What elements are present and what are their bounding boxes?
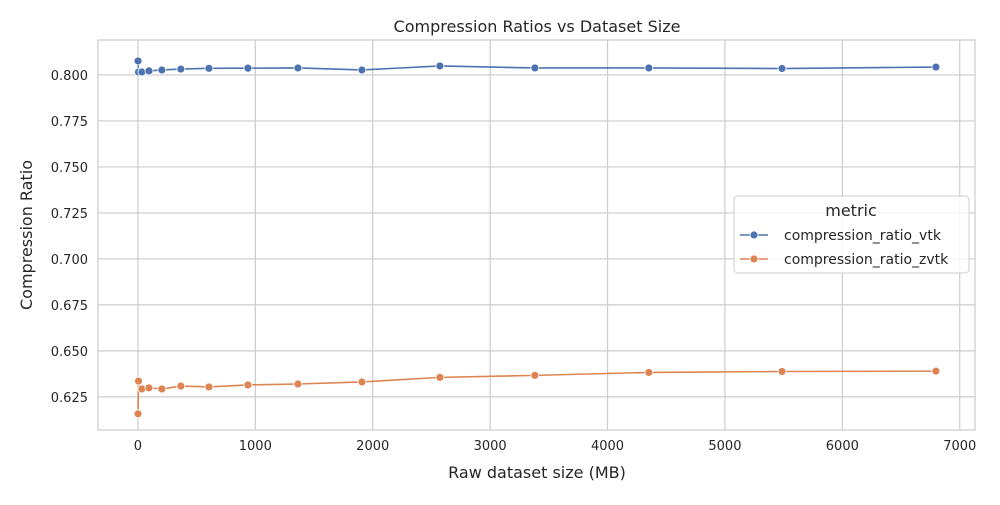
data-point (931, 366, 941, 376)
data-point (176, 381, 186, 391)
legend-title: metric (825, 201, 877, 220)
data-point (777, 64, 787, 73)
data-point (204, 382, 214, 392)
data-point (357, 377, 367, 387)
data-point (777, 367, 787, 376)
data-point (144, 383, 154, 393)
x-tick-label: 0 (134, 439, 142, 454)
y-axis-label: Compression Ratio (17, 160, 36, 310)
legend-marker (749, 230, 759, 240)
data-point (133, 409, 143, 419)
data-point (644, 63, 654, 73)
y-tick-label: 0.750 (51, 161, 88, 176)
data-point (157, 65, 167, 75)
x-tick-label: 3000 (474, 439, 507, 454)
y-tick-label: 0.700 (51, 253, 88, 268)
x-tick-label: 5000 (708, 439, 741, 454)
data-point (293, 379, 303, 389)
data-point (931, 62, 941, 72)
data-point (176, 64, 186, 74)
y-tick-label: 0.650 (51, 345, 88, 360)
legend-label: compression_ratio_zvtk (784, 252, 949, 268)
x-tick-label: 6000 (826, 439, 859, 454)
x-tick-label: 1000 (239, 439, 272, 454)
data-point (144, 66, 154, 76)
y-tick-label: 0.775 (51, 115, 88, 130)
x-tick-label: 7000 (943, 439, 976, 454)
data-point (204, 63, 214, 73)
data-point (243, 63, 253, 73)
data-point (435, 61, 445, 71)
data-point (357, 65, 367, 75)
data-point (644, 368, 654, 377)
y-tick-label: 0.625 (51, 391, 88, 406)
data-point (133, 56, 143, 66)
x-axis-label: Raw dataset size (MB) (448, 463, 626, 482)
legend-label: compression_ratio_vtk (784, 228, 942, 244)
x-tick-label: 2000 (356, 439, 389, 454)
x-tick-label: 4000 (591, 439, 624, 454)
plot-frame (97, 39, 976, 431)
data-point (243, 380, 253, 390)
series-lines (133, 56, 941, 419)
data-point (530, 370, 540, 380)
data-point (435, 372, 445, 382)
legend-marker (749, 254, 759, 264)
chart-title: Compression Ratios vs Dataset Size (394, 17, 681, 36)
y-tick-label: 0.800 (51, 69, 88, 84)
data-point (134, 376, 143, 386)
y-tick-label: 0.675 (51, 299, 88, 314)
data-point (530, 63, 540, 73)
ticks: 0 1000 2000 3000 4000 5000 6000 7000 0.625 0.650 0… (51, 69, 977, 454)
y-tick-label: 0.725 (51, 207, 88, 222)
data-point (293, 63, 303, 73)
legend: metric compression_ratio_vtk compression_… (733, 195, 970, 274)
data-point (157, 384, 167, 394)
